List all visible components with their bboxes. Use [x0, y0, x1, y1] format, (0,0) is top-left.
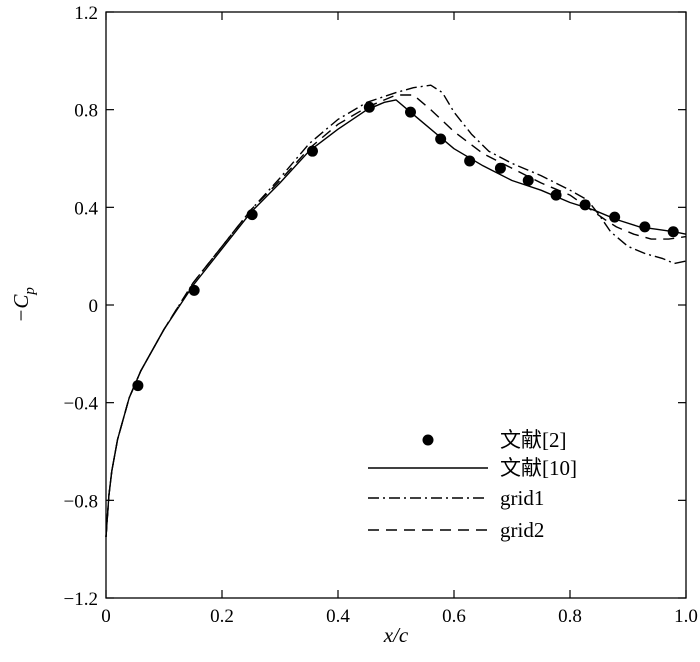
x-axis-title: x/c — [383, 623, 409, 647]
y-axis-title-subscript: p — [22, 287, 38, 296]
series-line-solid — [105, 99, 687, 538]
x-tick-label: 1.0 — [674, 606, 698, 627]
x-tick-label: 0.8 — [558, 606, 582, 627]
legend: 文献[2] 文献[10] grid1 grid2 — [368, 428, 577, 542]
legend-label: 文献[10] — [500, 456, 577, 480]
data-point — [522, 174, 534, 186]
data-point — [435, 133, 447, 145]
legend-label: 文献[2] — [500, 428, 567, 452]
y-tick-label: −1.2 — [64, 589, 98, 610]
series-line-dashed — [105, 94, 687, 538]
legend-marker — [422, 434, 434, 446]
y-tick-label: −0.4 — [64, 394, 99, 415]
axis-layer: 0 0.2 0.4 0.6 0.8 1.0 −1.2 −0.8 −0.4 0 0.4 0.8 1.2 x/… — [9, 3, 698, 647]
y-tick-label: 1.2 — [74, 3, 98, 24]
y-axis-title-main: −C — [9, 294, 33, 323]
data-point — [494, 162, 506, 174]
x-tick-label: 0.6 — [442, 606, 466, 627]
x-tick-label: 0.2 — [210, 606, 234, 627]
series-layer — [105, 84, 687, 538]
y-axis-title: −Cp — [9, 287, 38, 323]
data-point — [639, 221, 651, 233]
y-tick-label: 0.4 — [74, 198, 98, 219]
x-tick-label: 0 — [101, 606, 111, 627]
data-point — [464, 155, 476, 167]
y-tick-label: 0 — [89, 296, 99, 317]
legend-label: grid2 — [500, 518, 544, 542]
y-tick-label: −0.8 — [64, 491, 98, 512]
y-tick-label: 0.8 — [74, 101, 98, 122]
series-line-dashdot — [105, 84, 687, 538]
legend-label: grid1 — [500, 486, 544, 510]
x-tick-label: 0.4 — [326, 606, 350, 627]
